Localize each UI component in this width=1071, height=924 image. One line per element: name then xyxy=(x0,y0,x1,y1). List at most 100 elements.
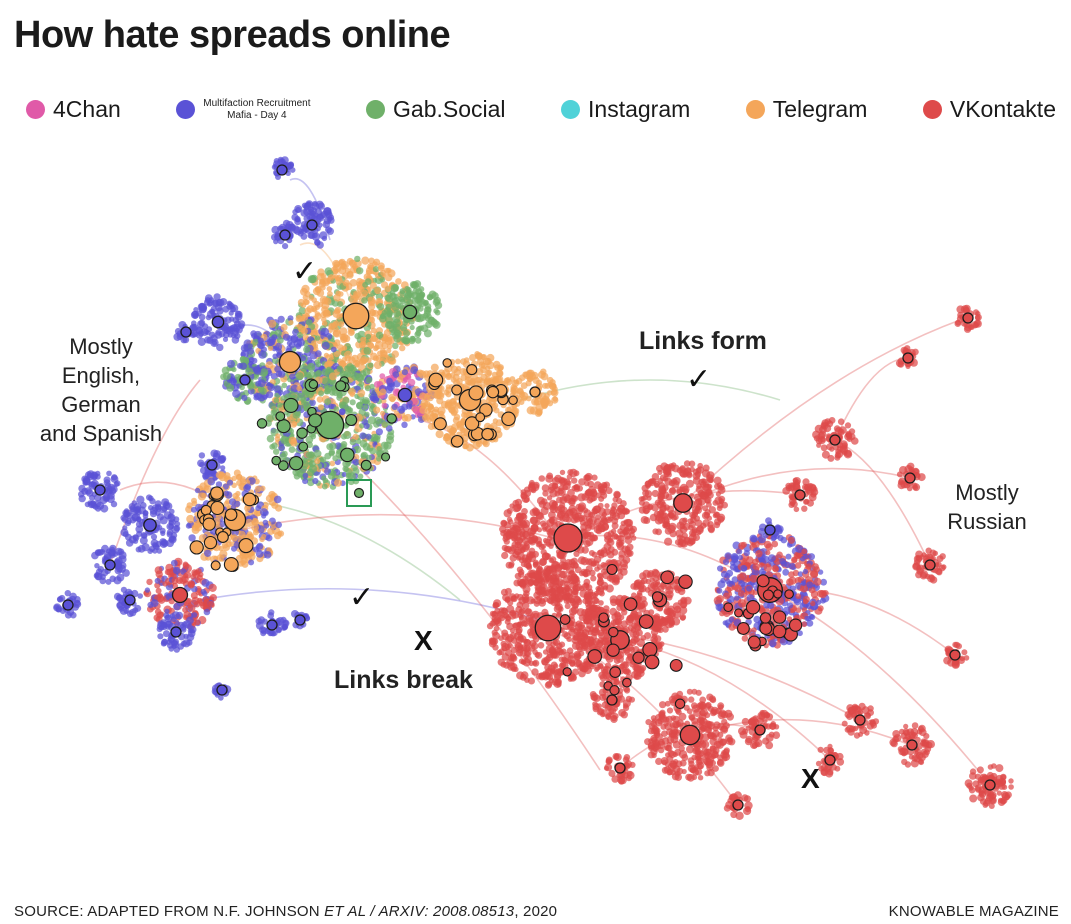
network-node xyxy=(506,658,515,667)
network-node xyxy=(443,389,450,396)
network-node xyxy=(58,594,66,602)
network-node xyxy=(182,336,190,344)
network-node xyxy=(329,460,336,467)
network-node xyxy=(287,315,294,322)
network-node xyxy=(282,333,291,341)
network-node xyxy=(171,639,179,647)
network-node xyxy=(503,377,510,384)
network-node xyxy=(247,382,255,390)
network-node xyxy=(301,314,308,321)
network-node xyxy=(645,480,652,488)
network-node xyxy=(691,511,699,518)
network-node xyxy=(599,525,606,533)
network-node xyxy=(386,335,393,342)
network-node xyxy=(620,559,628,568)
network-node xyxy=(267,612,275,619)
network-node xyxy=(317,404,324,411)
network-node xyxy=(403,329,410,337)
network-node xyxy=(624,649,631,656)
network-node xyxy=(373,406,381,414)
network-node xyxy=(533,591,541,599)
network-node xyxy=(504,597,511,603)
network-node xyxy=(524,486,531,493)
network-node xyxy=(712,500,719,506)
network-node xyxy=(665,493,673,501)
network-node xyxy=(590,575,597,582)
network-node xyxy=(656,500,664,509)
network-node xyxy=(578,638,587,647)
network-node xyxy=(679,615,686,621)
network-node xyxy=(154,577,161,584)
network-node xyxy=(314,208,323,217)
network-node xyxy=(281,156,289,165)
network-node xyxy=(706,515,712,521)
network-node xyxy=(132,534,140,542)
network-node xyxy=(656,510,664,518)
network-node xyxy=(273,448,280,455)
network-node xyxy=(288,436,297,445)
network-node xyxy=(559,506,568,515)
network-node xyxy=(536,496,545,505)
network-node xyxy=(578,502,587,511)
network-node xyxy=(599,673,608,682)
network-node xyxy=(563,575,572,584)
network-node xyxy=(530,371,539,380)
network-node xyxy=(522,557,528,563)
network-node xyxy=(314,285,322,293)
network-node xyxy=(186,502,193,509)
network-node xyxy=(663,464,672,473)
network-node xyxy=(573,485,580,493)
network-edge xyxy=(682,319,961,504)
network-node xyxy=(522,579,529,586)
network-node xyxy=(349,399,356,406)
network-node xyxy=(566,480,572,486)
network-node xyxy=(517,544,524,551)
network-node xyxy=(520,382,528,389)
network-node xyxy=(601,511,607,518)
network-node xyxy=(275,521,283,529)
network-node xyxy=(368,303,376,311)
network-node xyxy=(344,365,350,371)
network-node xyxy=(146,578,153,586)
network-node xyxy=(606,575,613,582)
network-node xyxy=(512,522,518,528)
network-node xyxy=(713,476,722,485)
network-node xyxy=(482,440,490,448)
network-node xyxy=(276,348,282,354)
network-node xyxy=(411,281,418,287)
network-node xyxy=(208,583,217,593)
network-node xyxy=(304,371,312,378)
network-node xyxy=(586,497,594,504)
network-node xyxy=(197,459,205,467)
network-node xyxy=(622,529,629,536)
network-node xyxy=(346,257,354,265)
network-node xyxy=(306,212,315,221)
network-node xyxy=(352,458,360,466)
network-node xyxy=(276,402,283,408)
network-node xyxy=(391,403,398,410)
network-node xyxy=(292,421,298,427)
network-node xyxy=(534,571,542,579)
network-node xyxy=(530,487,537,494)
network-node xyxy=(611,522,619,530)
network-node xyxy=(361,297,368,304)
network-node xyxy=(202,472,210,480)
network-node xyxy=(156,611,164,619)
network-node xyxy=(542,575,550,583)
network-node xyxy=(150,533,158,541)
network-node xyxy=(217,455,226,464)
network-node xyxy=(266,391,274,399)
network-node xyxy=(263,522,270,529)
network-node xyxy=(112,551,119,557)
network-node xyxy=(255,617,263,625)
network-node xyxy=(191,524,199,531)
network-node xyxy=(190,310,200,319)
network-node xyxy=(267,629,274,637)
network-node xyxy=(538,370,546,379)
network-node xyxy=(250,330,257,337)
network-node xyxy=(332,455,339,462)
network-node xyxy=(314,458,321,465)
network-node xyxy=(571,590,579,598)
network-node xyxy=(266,338,275,347)
network-node xyxy=(314,312,322,320)
